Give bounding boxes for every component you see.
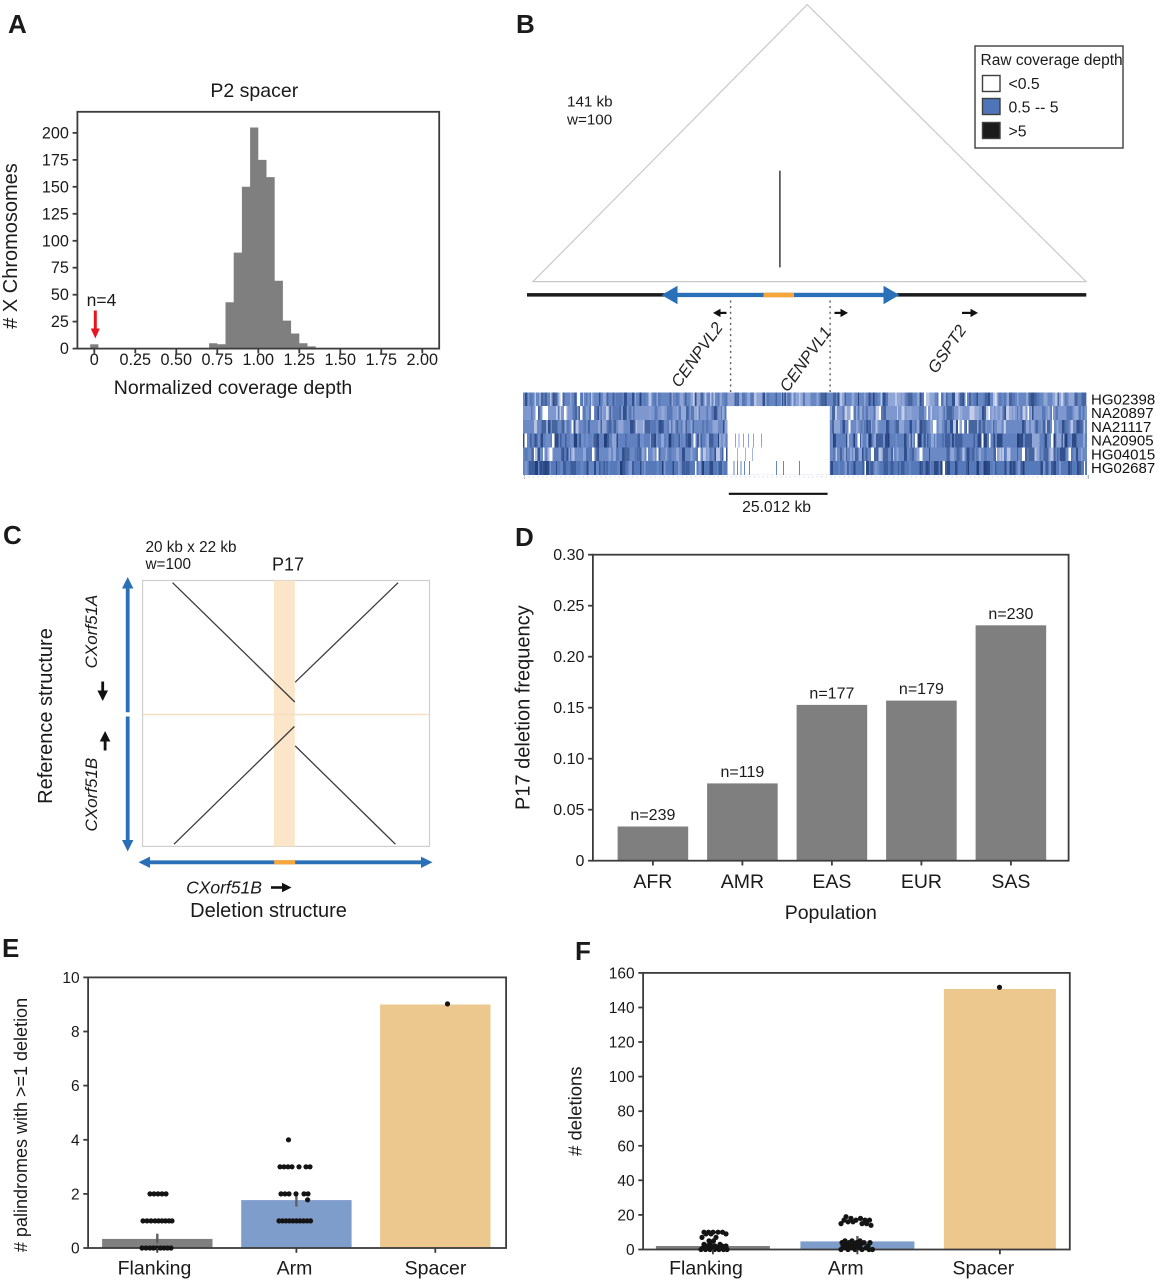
svg-text:EUR: EUR <box>901 871 942 893</box>
svg-text:0.05: 0.05 <box>553 802 584 819</box>
svg-text:w=100: w=100 <box>566 112 612 129</box>
svg-text:# deletions: # deletions <box>565 1066 586 1155</box>
svg-text:Flanking: Flanking <box>118 1258 192 1280</box>
svg-text:Deletion structure: Deletion structure <box>190 900 347 922</box>
svg-text:n=239: n=239 <box>630 807 675 824</box>
svg-text:CXorf51B: CXorf51B <box>82 758 101 832</box>
svg-text:P17 deletion frequency: P17 deletion frequency <box>513 605 535 810</box>
svg-text:0.20: 0.20 <box>553 649 584 666</box>
svg-text:# X Chromosomes: # X Chromosomes <box>0 163 22 329</box>
svg-text:0.25: 0.25 <box>120 351 152 369</box>
svg-text:Spacer: Spacer <box>405 1258 467 1280</box>
svg-text:40: 40 <box>617 1173 635 1190</box>
svg-text:HG04015: HG04015 <box>1091 446 1155 463</box>
svg-text:0: 0 <box>626 1242 635 1259</box>
svg-text:0.25: 0.25 <box>553 598 584 615</box>
svg-text:0.5 -- 5: 0.5 -- 5 <box>1009 100 1059 117</box>
svg-text:60: 60 <box>617 1138 635 1155</box>
svg-text:A: A <box>8 9 27 39</box>
svg-text:6: 6 <box>71 1078 80 1095</box>
svg-text:1.25: 1.25 <box>284 351 316 369</box>
svg-text:0.50: 0.50 <box>161 351 193 369</box>
svg-text:NA21117: NA21117 <box>1091 419 1151 436</box>
svg-text:100: 100 <box>609 1069 635 1086</box>
svg-text:Population: Population <box>785 902 877 924</box>
svg-text:140: 140 <box>609 1000 635 1017</box>
svg-text:20 kb x 22 kb: 20 kb x 22 kb <box>146 539 237 556</box>
svg-text:80: 80 <box>617 1104 635 1121</box>
svg-text:Raw coverage depth: Raw coverage depth <box>981 52 1123 69</box>
svg-text:Normalized coverage depth: Normalized coverage depth <box>114 377 352 399</box>
svg-text:w=100: w=100 <box>145 556 192 573</box>
svg-text:Arm: Arm <box>828 1258 864 1280</box>
svg-text:8: 8 <box>71 1024 80 1041</box>
svg-text:NA20905: NA20905 <box>1091 433 1154 450</box>
svg-text:C: C <box>3 520 22 550</box>
svg-text:CXorf51A: CXorf51A <box>82 595 101 669</box>
svg-text:0: 0 <box>60 340 69 358</box>
svg-text:200: 200 <box>42 124 69 142</box>
svg-text:0: 0 <box>575 853 584 870</box>
svg-text:P17: P17 <box>272 554 304 574</box>
svg-text:B: B <box>516 9 535 39</box>
svg-text:AFR: AFR <box>633 871 672 893</box>
svg-text:2.00: 2.00 <box>407 351 439 369</box>
svg-text:# palindromes with >=1 deletio: # palindromes with >=1 deletion <box>11 998 31 1252</box>
svg-text:75: 75 <box>51 259 69 277</box>
svg-text:0.30: 0.30 <box>553 547 584 564</box>
svg-text:150: 150 <box>42 178 69 196</box>
svg-text:HG02398: HG02398 <box>1091 391 1155 408</box>
svg-text:<0.5: <0.5 <box>1009 76 1040 93</box>
svg-text:EAS: EAS <box>812 871 851 893</box>
svg-text:Arm: Arm <box>277 1258 313 1280</box>
svg-text:E: E <box>2 933 19 963</box>
svg-text:1.00: 1.00 <box>243 351 275 369</box>
svg-text:CXorf51B: CXorf51B <box>186 878 262 898</box>
svg-text:160: 160 <box>609 965 635 982</box>
svg-text:P2 spacer: P2 spacer <box>210 80 298 102</box>
svg-text:125: 125 <box>42 205 69 223</box>
svg-text:Reference structure: Reference structure <box>35 628 57 804</box>
svg-text:0: 0 <box>90 351 99 369</box>
svg-text:NA20897: NA20897 <box>1091 405 1154 422</box>
svg-text:0: 0 <box>71 1241 80 1258</box>
svg-text:Spacer: Spacer <box>953 1258 1015 1280</box>
svg-text:AMR: AMR <box>721 871 764 893</box>
svg-text:n=177: n=177 <box>809 685 854 702</box>
svg-text:n=179: n=179 <box>899 681 944 698</box>
svg-text:0.75: 0.75 <box>202 351 234 369</box>
svg-text:1.50: 1.50 <box>325 351 357 369</box>
svg-text:0.10: 0.10 <box>553 751 584 768</box>
svg-text:Flanking: Flanking <box>669 1258 743 1280</box>
svg-text:SAS: SAS <box>991 871 1030 893</box>
svg-text:HG02687: HG02687 <box>1091 460 1155 477</box>
svg-text:n=4: n=4 <box>87 290 117 310</box>
svg-text:F: F <box>575 936 591 966</box>
svg-text:n=119: n=119 <box>721 764 765 781</box>
svg-text:175: 175 <box>42 151 69 169</box>
svg-text:2: 2 <box>71 1186 80 1203</box>
svg-text:n=230: n=230 <box>988 606 1033 623</box>
svg-text:25: 25 <box>51 313 69 331</box>
svg-text:10: 10 <box>62 970 80 987</box>
svg-text:50: 50 <box>51 286 69 304</box>
svg-text:>5: >5 <box>1009 124 1027 141</box>
svg-text:4: 4 <box>71 1132 80 1149</box>
svg-text:120: 120 <box>609 1035 635 1052</box>
svg-text:20: 20 <box>617 1207 635 1224</box>
svg-text:1.75: 1.75 <box>366 351 398 369</box>
svg-text:25.012 kb: 25.012 kb <box>742 499 811 516</box>
svg-text:D: D <box>515 522 534 552</box>
svg-text:100: 100 <box>42 232 69 250</box>
svg-text:0.15: 0.15 <box>553 700 584 717</box>
svg-text:141 kb: 141 kb <box>567 93 613 110</box>
